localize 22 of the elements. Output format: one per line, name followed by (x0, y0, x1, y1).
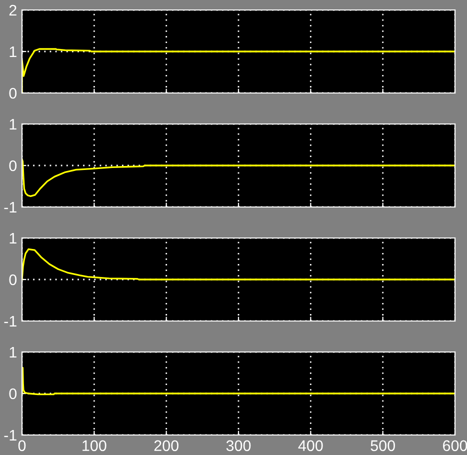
y-tick-label: 1 (10, 46, 16, 58)
x-tick-label: 200 (154, 440, 178, 452)
y-tick-label: 2 (9, 4, 16, 16)
line-series (22, 366, 455, 396)
x-tick-label: 600 (443, 440, 467, 452)
y-tick-label: 0 (9, 160, 17, 172)
x-tick-label: 0 (18, 440, 26, 452)
y-tick-label: -1 (4, 202, 16, 213)
y-tick-label: 1 (10, 119, 16, 130)
y-tick-label: -1 (4, 316, 16, 327)
x-tick-label: 300 (226, 440, 251, 452)
line-series (22, 248, 455, 280)
x-tick-label: 500 (370, 440, 395, 452)
x-tick-label: 400 (298, 440, 323, 452)
x-tick-label: 100 (82, 440, 106, 452)
y-tick-label: 0 (9, 274, 17, 286)
y-tick-label: 1 (10, 347, 16, 358)
y-tick-label: 1 (10, 233, 16, 244)
y-tick-label: 0 (9, 88, 17, 99)
line-series (22, 158, 455, 198)
y-tick-label: -1 (4, 430, 16, 441)
y-tick-label: 0 (9, 388, 17, 400)
